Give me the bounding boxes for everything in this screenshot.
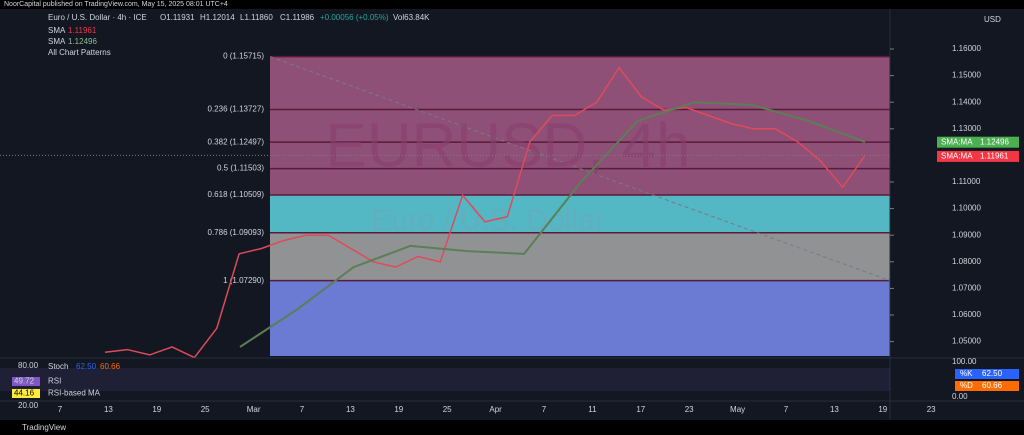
badge <box>937 150 1019 162</box>
symbol: Euro / U.S. Dollar · 4h · ICE <box>48 13 147 22</box>
time-label: 7 <box>58 405 63 414</box>
osc-badge-text: %K <box>960 369 973 378</box>
legend-name: All Chart Patterns <box>48 48 111 57</box>
top-bar <box>0 0 1024 9</box>
low: L1.11860 <box>240 13 273 22</box>
fib-label: 0.786 (1.09093) <box>208 228 265 237</box>
osc-axis: 0.00 <box>952 392 968 401</box>
osc-value: 60.66 <box>100 362 121 371</box>
price-tick-label: 1.15000 <box>952 71 981 80</box>
badge-label: SMA:MA <box>941 137 973 146</box>
osc-badge <box>955 381 1019 391</box>
price-tick-label: 1.06000 <box>952 310 981 319</box>
osc-badge-text: 60.66 <box>982 381 1003 390</box>
sma-line <box>239 101 866 348</box>
fib-label: 0 (1.15715) <box>223 52 264 61</box>
fib-label: 0.236 (1.13727) <box>208 105 265 114</box>
time-label: 23 <box>685 405 694 414</box>
price-line <box>104 66 866 359</box>
fib-label: 0.618 (1.10509) <box>208 190 265 199</box>
bottom-bar <box>0 420 1024 435</box>
footer: TradingView <box>22 423 66 432</box>
time-label: 11 <box>588 405 597 414</box>
osc-level: 20.00 <box>18 401 39 410</box>
watermark-ticker: EURUSD, 4h <box>325 111 690 180</box>
time-label: 13 <box>346 405 355 414</box>
price-tick-label: 1.13000 <box>952 124 981 133</box>
time-label: 23 <box>927 405 936 414</box>
fib-label: 0.382 (1.12497) <box>208 137 265 146</box>
change: +0.00056 (+0.05%) <box>320 13 389 22</box>
osc-level: 80.00 <box>18 361 39 370</box>
legend-name: SMA <box>48 26 66 35</box>
osc-label: RSI <box>48 377 61 386</box>
time-label: 19 <box>878 405 887 414</box>
legend-name: SMA <box>48 37 66 46</box>
published: NoorCapital published on TradingView.com… <box>4 1 228 8</box>
fib-label: 0.5 (1.11503) <box>217 164 264 173</box>
time-label: 7 <box>300 405 305 414</box>
price-tick-label: 1.08000 <box>952 257 981 266</box>
fib-zone <box>270 232 890 281</box>
currency: USD <box>984 15 1001 24</box>
osc-chip <box>12 377 40 386</box>
open: O1.11931 <box>160 13 195 22</box>
time-label: Mar <box>247 405 261 414</box>
time-label: 25 <box>443 405 452 414</box>
fib-label: 1 (1.07290) <box>223 276 264 285</box>
legend-value: 1.11961 <box>68 26 97 35</box>
trendline <box>269 56 891 282</box>
price-tick-label: 1.05000 <box>952 337 981 346</box>
osc-label: RSI-based MA <box>48 389 101 398</box>
price-tick-label: 1.10000 <box>952 204 981 213</box>
badge-label: SMA:MA <box>941 152 973 161</box>
osc-band <box>0 368 890 391</box>
price-tick-label: 1.11000 <box>952 177 981 186</box>
osc-badge-text: %D <box>960 381 973 390</box>
time-label: 13 <box>104 405 113 414</box>
time-label: 17 <box>636 405 645 414</box>
time-label: 7 <box>784 405 789 414</box>
fib-zone <box>270 280 890 356</box>
price-pane: 0 (1.15715) 0.236 (1.13727) 0.382 (1.12497… <box>0 52 891 359</box>
price-tick-label: 1.07000 <box>952 284 981 293</box>
fib-zone <box>270 195 890 233</box>
osc-axis: 100.00 <box>952 357 977 366</box>
osc-label: Stoch <box>48 362 68 371</box>
time-label: 13 <box>830 405 839 414</box>
price-tick-label: 1.16000 <box>952 44 981 53</box>
badge <box>937 136 1019 148</box>
osc-chip <box>12 389 40 398</box>
time-label: 25 <box>201 405 210 414</box>
osc-badge-text: 62.50 <box>982 369 1003 378</box>
osc-value: 62.50 <box>76 362 97 371</box>
time-label: 19 <box>152 405 161 414</box>
time-label: Apr <box>489 405 502 414</box>
osc-chip-text: 49.72 <box>14 377 35 386</box>
price-tick-label: 1.09000 <box>952 230 981 239</box>
legend-value: 1.12496 <box>68 37 97 46</box>
time-label: 19 <box>394 405 403 414</box>
osc-badge <box>955 369 1019 379</box>
high: H1.12014 <box>200 13 235 22</box>
price-tick-label: 1.14000 <box>952 97 981 106</box>
time-label: 7 <box>542 405 547 414</box>
osc-chip-text: 44.16 <box>14 389 35 398</box>
fib-zone <box>270 56 890 110</box>
badge-value: 1.11961 <box>980 152 1009 161</box>
close: C1.11986 <box>280 13 315 22</box>
time-label: May <box>730 405 745 414</box>
badge-value: 1.12496 <box>980 137 1009 146</box>
volume: Vol63.84K <box>393 13 430 22</box>
